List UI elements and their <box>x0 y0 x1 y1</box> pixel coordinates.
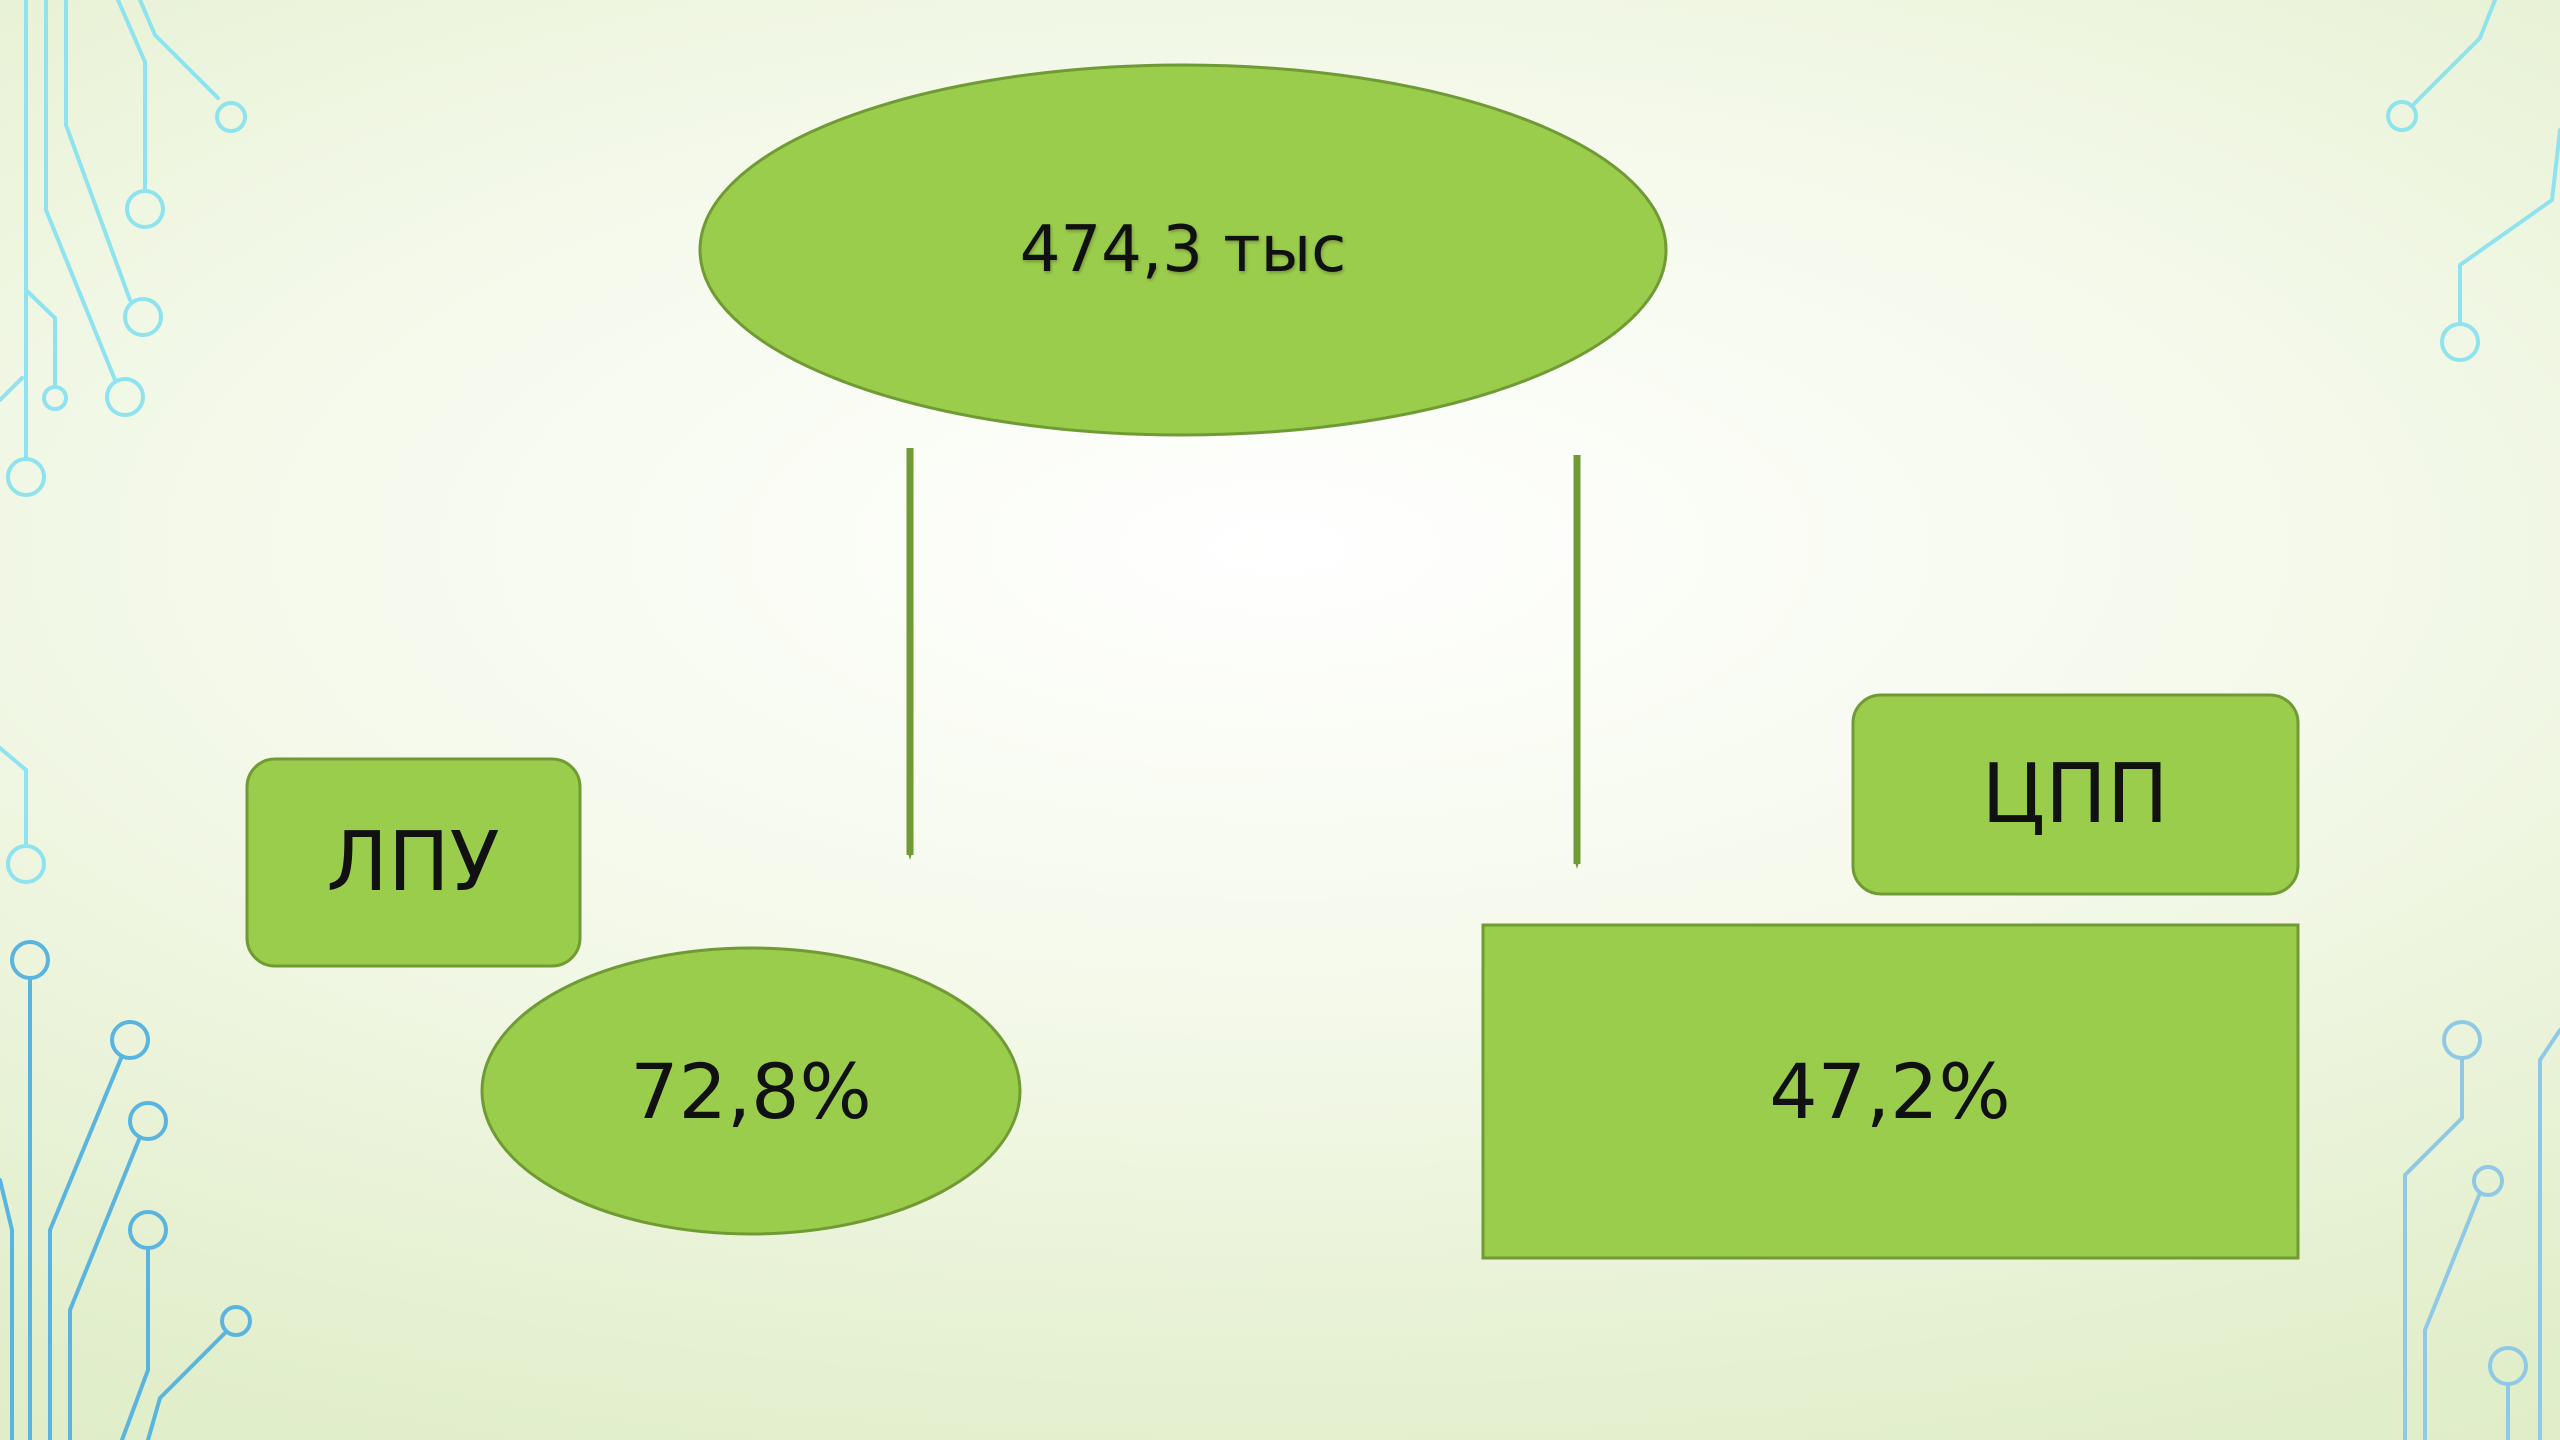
root-ellipse <box>698 63 1668 437</box>
circuit-left-bottom <box>0 940 252 1440</box>
lpu-box <box>245 757 582 968</box>
cpp-value-rect <box>1481 923 2300 1260</box>
circuit-right-bottom <box>2403 1020 2560 1440</box>
circuit-right-top <box>2386 0 2560 362</box>
lpu-label: ЛПУ <box>326 814 500 910</box>
cpp-box <box>1851 693 2300 896</box>
circuit-left-middle <box>0 746 46 884</box>
root-text: 474,3 тыс <box>1019 213 1347 287</box>
lpu-value-ellipse <box>480 946 1022 1236</box>
cpp-label: ЦПП <box>1981 746 2169 842</box>
circuit-left-top <box>0 0 247 497</box>
lpu-value: 72,8% <box>630 1046 872 1136</box>
cpp-value: 47,2% <box>1769 1046 2011 1136</box>
